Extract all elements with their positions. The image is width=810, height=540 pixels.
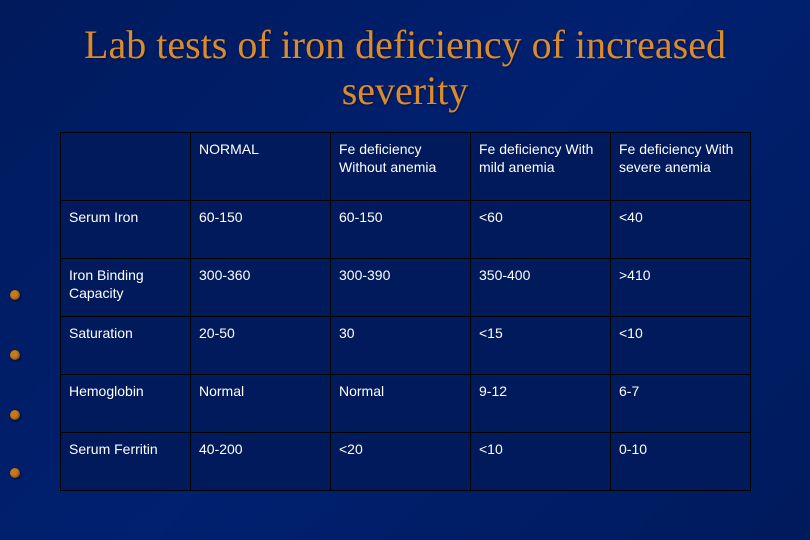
cell: Normal xyxy=(331,375,471,433)
bullet-icon xyxy=(10,350,20,360)
bullet-icon xyxy=(10,468,20,478)
cell: 9-12 xyxy=(471,375,611,433)
cell: <10 xyxy=(611,317,751,375)
slide-title: Lab tests of iron deficiency of increase… xyxy=(40,22,770,114)
cell: 20-50 xyxy=(191,317,331,375)
row-label: Hemoglobin xyxy=(61,375,191,433)
cell: <40 xyxy=(611,201,751,259)
header-cell-fe-severe: Fe deficiency With severe anemia xyxy=(611,133,751,201)
header-cell-blank xyxy=(61,133,191,201)
cell: 300-360 xyxy=(191,259,331,317)
table-header-row: NORMAL Fe deficiency Without anemia Fe d… xyxy=(61,133,751,201)
row-label: Iron Binding Capacity xyxy=(61,259,191,317)
row-label: Saturation xyxy=(61,317,191,375)
cell: <60 xyxy=(471,201,611,259)
cell: 6-7 xyxy=(611,375,751,433)
lab-tests-table: NORMAL Fe deficiency Without anemia Fe d… xyxy=(60,132,751,491)
header-cell-normal: NORMAL xyxy=(191,133,331,201)
cell: 350-400 xyxy=(471,259,611,317)
bullet-icon xyxy=(10,290,20,300)
header-cell-fe-mild: Fe deficiency With mild anemia xyxy=(471,133,611,201)
row-label: Serum Iron xyxy=(61,201,191,259)
bullet-icon xyxy=(10,410,20,420)
table-row: Serum Iron 60-150 60-150 <60 <40 xyxy=(61,201,751,259)
table-row: Hemoglobin Normal Normal 9-12 6-7 xyxy=(61,375,751,433)
row-label: Serum Ferritin xyxy=(61,433,191,491)
cell: 300-390 xyxy=(331,259,471,317)
table-row: Iron Binding Capacity 300-360 300-390 35… xyxy=(61,259,751,317)
cell: <10 xyxy=(471,433,611,491)
cell: <15 xyxy=(471,317,611,375)
cell: 40-200 xyxy=(191,433,331,491)
cell: 30 xyxy=(331,317,471,375)
cell: <20 xyxy=(331,433,471,491)
cell: 0-10 xyxy=(611,433,751,491)
table-row: Saturation 20-50 30 <15 <10 xyxy=(61,317,751,375)
table-container: NORMAL Fe deficiency Without anemia Fe d… xyxy=(60,132,750,491)
table-row: Serum Ferritin 40-200 <20 <10 0-10 xyxy=(61,433,751,491)
slide: Lab tests of iron deficiency of increase… xyxy=(0,0,810,540)
cell: 60-150 xyxy=(191,201,331,259)
cell: >410 xyxy=(611,259,751,317)
header-cell-fe-no-anemia: Fe deficiency Without anemia xyxy=(331,133,471,201)
cell: 60-150 xyxy=(331,201,471,259)
cell: Normal xyxy=(191,375,331,433)
